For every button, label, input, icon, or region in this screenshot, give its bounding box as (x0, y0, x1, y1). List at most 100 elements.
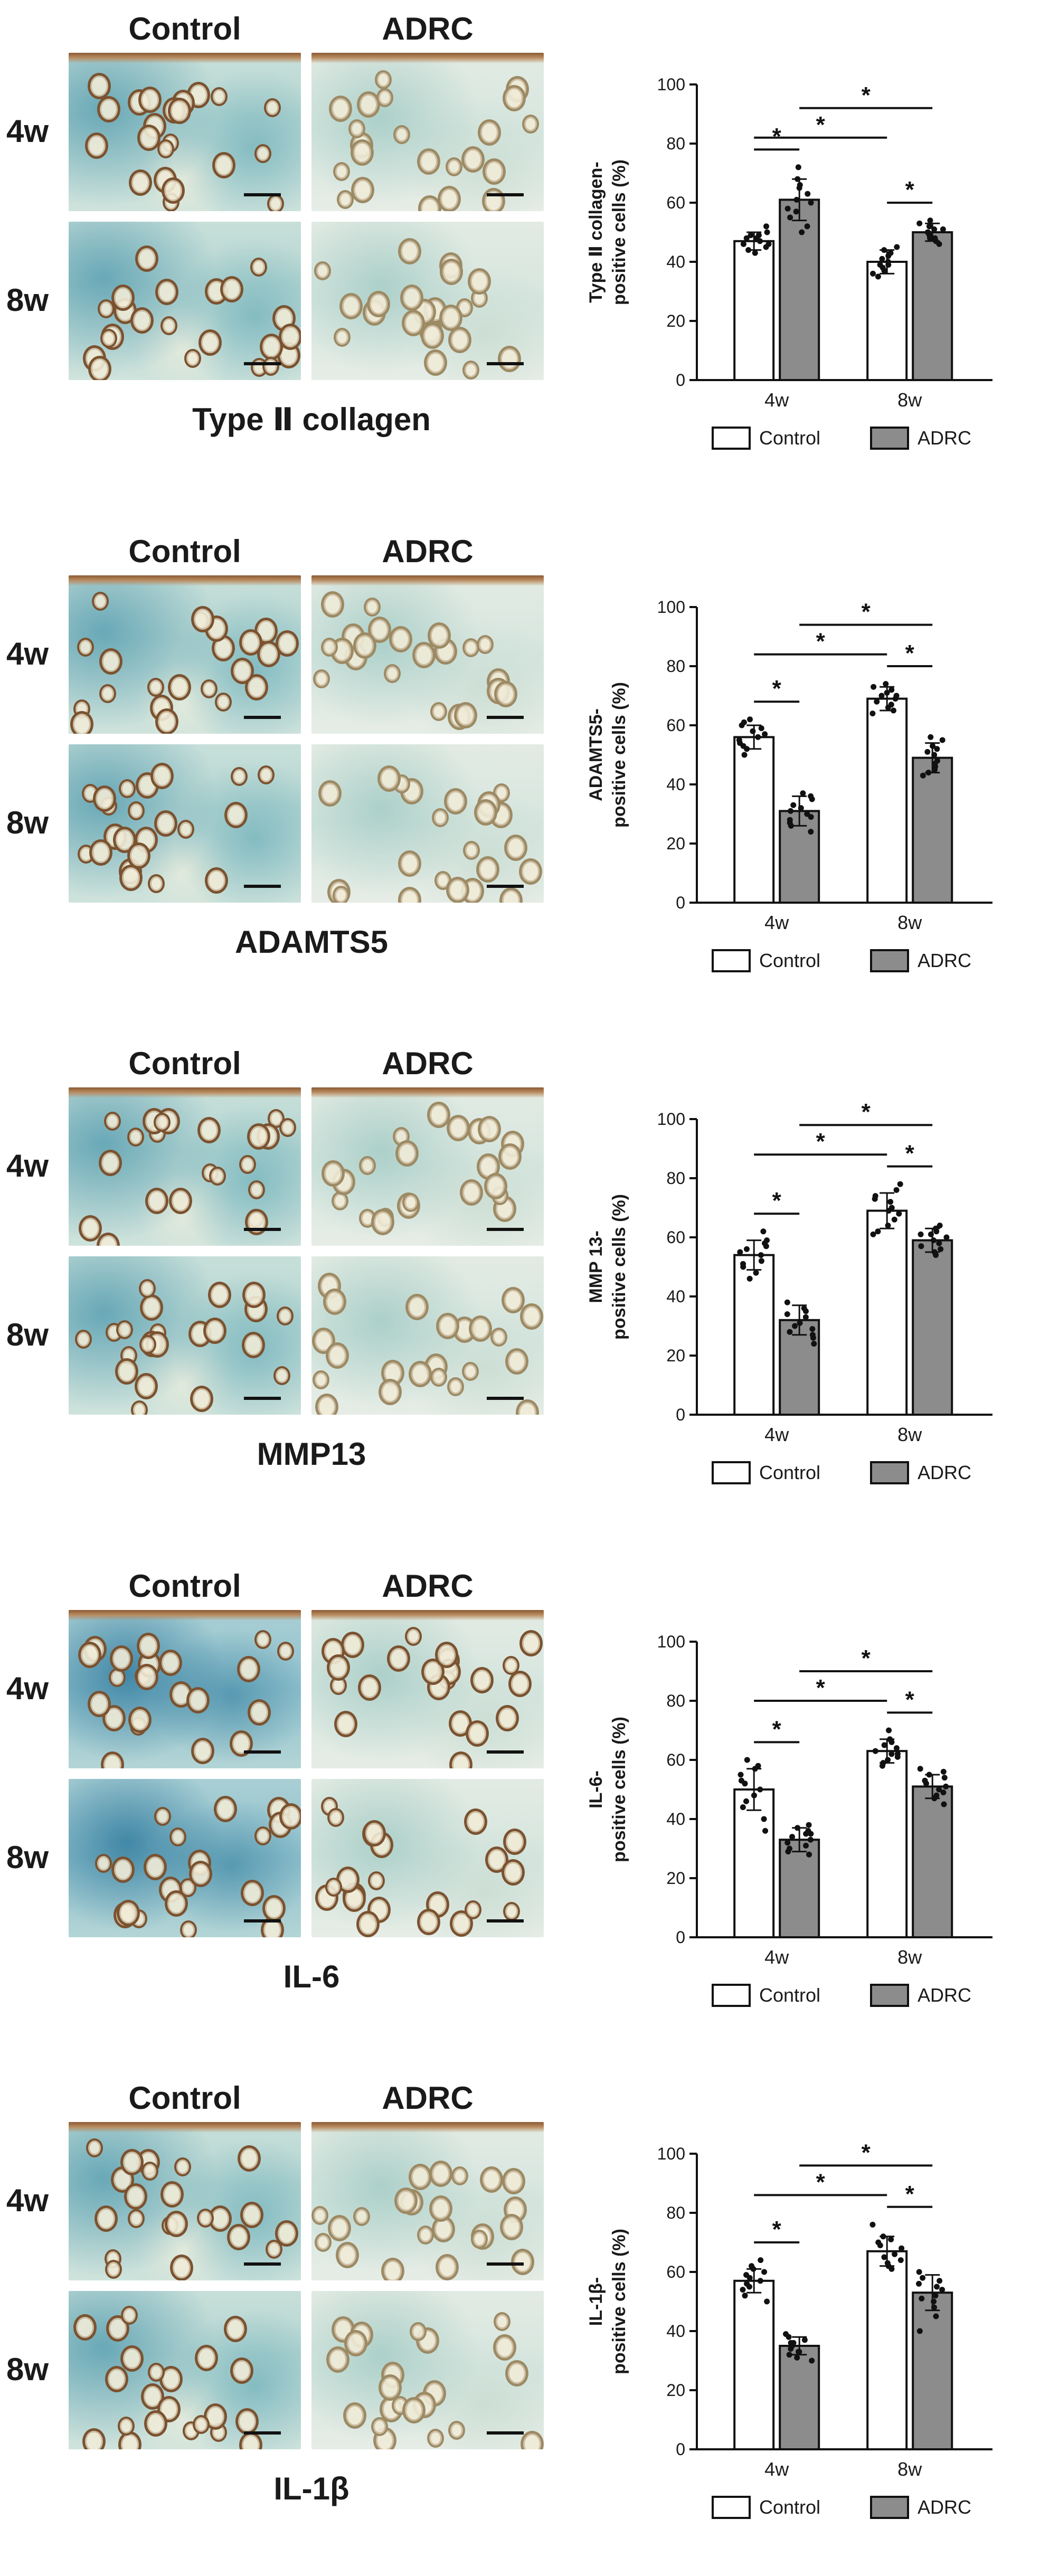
chondrocyte-cell (111, 1857, 135, 1883)
chondrocyte-cell (139, 1279, 156, 1298)
y-tick-label: 40 (666, 1287, 685, 1306)
data-point (763, 1243, 769, 1249)
chondrocyte-cell (162, 177, 185, 204)
chondrocyte-cell (115, 1358, 138, 1385)
chondrocyte-cell (106, 2315, 129, 2342)
chondrocyte-cell (190, 1386, 213, 1412)
chondrocyte-cell (448, 2421, 465, 2440)
chondrocyte-cell (496, 1705, 519, 1731)
significance-star: * (816, 1129, 826, 1154)
y-tick-label: 100 (657, 1110, 685, 1129)
data-point (740, 1261, 746, 1267)
significance-star: * (772, 124, 782, 149)
data-point (919, 2295, 925, 2302)
data-point (933, 2313, 939, 2319)
x-tick-label: 4w (764, 912, 789, 933)
data-point (784, 205, 791, 212)
x-tick-label: 4w (764, 1424, 789, 1445)
chondrocyte-cell (494, 681, 517, 707)
chondrocyte-cell (78, 1642, 101, 1668)
legend-label: Control (759, 427, 820, 449)
legend-swatch (712, 1984, 751, 2007)
chondrocyte-cell (211, 87, 228, 106)
chondrocyte-cell (471, 2230, 488, 2249)
chondrocyte-cell (89, 839, 112, 866)
data-point (802, 1308, 809, 1314)
chondrocyte-cell (483, 158, 506, 185)
data-point (801, 2337, 808, 2343)
chondrocyte-cell (97, 96, 120, 122)
bar (733, 1788, 775, 1938)
chondrocyte-cell (484, 1173, 507, 1199)
y-tick-label: 100 (657, 598, 685, 617)
chondrocyte-cell (359, 1156, 376, 1175)
chondrocyte-cell (170, 2255, 193, 2280)
chondrocyte-cell (461, 146, 485, 173)
micrograph-image (311, 744, 544, 903)
data-point (940, 226, 946, 232)
micrograph-image (311, 575, 544, 734)
chondrocyte-cell (379, 1379, 402, 1405)
chondrocyte-cell (353, 2207, 370, 2226)
chondrocyte-cell (505, 1348, 528, 1375)
stain-label: ADAMTS5 (234, 924, 388, 960)
chondrocyte-cell (498, 346, 521, 372)
legend-swatch (870, 1461, 909, 1484)
x-tick-label: 8w (897, 2458, 922, 2480)
tissue-surface (311, 53, 544, 63)
chondrocyte-cell (502, 1287, 525, 1313)
chondrocyte-cell (242, 1282, 266, 1308)
chondrocyte-cell (474, 799, 497, 826)
chondrocyte-cell (144, 1854, 167, 1880)
chondrocyte-cell (279, 1118, 296, 1137)
significance-star: * (816, 2169, 826, 2195)
bar (866, 1209, 908, 1416)
chondrocyte-cell (247, 1123, 270, 1150)
tissue-surface (311, 1087, 544, 1098)
chondrocyte-cell (477, 635, 494, 654)
y-axis-label-line: ADAMTS5- (586, 708, 606, 801)
data-point (926, 223, 932, 230)
data-point (737, 1249, 743, 1255)
data-point (933, 1252, 939, 1258)
data-point (763, 223, 769, 230)
scale-bar (487, 1397, 524, 1400)
stain-label: IL-1β (273, 2471, 349, 2506)
data-point (924, 749, 931, 755)
chondrocyte-cell (436, 2254, 459, 2280)
chondrocyte-cell (326, 2346, 349, 2373)
chondrocyte-cell (128, 2209, 145, 2228)
chondrocyte-cell (131, 1400, 148, 1415)
data-point (896, 1210, 902, 1217)
micrograph-image (311, 1610, 544, 1768)
chondrocyte-cell (339, 293, 363, 319)
data-point (784, 1840, 791, 1846)
chondrocyte-cell (429, 2195, 452, 2222)
row-label: 8w (6, 2352, 49, 2387)
data-point (916, 220, 923, 226)
column-label: Control (128, 1568, 241, 1604)
legend-swatch (870, 2496, 909, 2519)
chondrocyte-cell (267, 194, 284, 211)
data-point (883, 681, 889, 687)
y-axis-label-line: positive cells (%) (609, 2229, 629, 2374)
y-axis-label: IL-1β-positive cells (%) (586, 2229, 629, 2374)
legend-label: ADRC (918, 1462, 971, 1483)
data-point (888, 687, 895, 693)
bar-chart: ADAMTS5- positive cells (%) 0 20 40 60 80 100 4w… (586, 598, 992, 972)
chondrocyte-cell (323, 1289, 346, 1315)
data-point (760, 1228, 767, 1235)
data-point (790, 2340, 797, 2346)
chondrocyte-cell (129, 169, 152, 196)
chondrocyte-cell (381, 2258, 404, 2280)
chondrocyte-cell (209, 1167, 226, 1186)
chondrocyte-cell (328, 2215, 351, 2241)
y-tick-label: 100 (657, 2144, 685, 2163)
data-point (740, 2287, 746, 2293)
chondrocyte-cell (93, 785, 116, 812)
chondrocyte-cell (260, 334, 283, 360)
scale-bar (244, 885, 281, 888)
micrograph-image (69, 53, 301, 211)
data-point (869, 711, 876, 717)
data-point (784, 1299, 790, 1305)
